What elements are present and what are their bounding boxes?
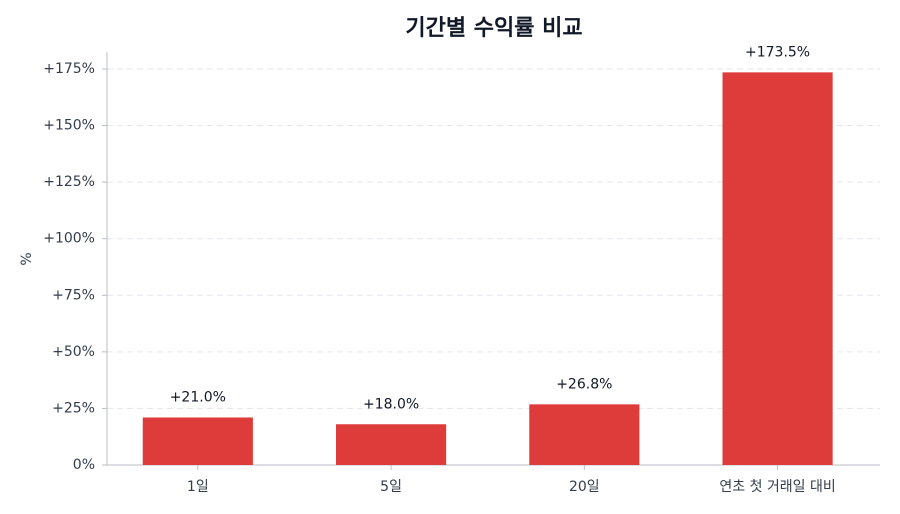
y-tick-label: +175% xyxy=(43,61,95,77)
value-label: +173.5% xyxy=(745,44,810,60)
bar xyxy=(336,424,447,465)
y-tick-label: +50% xyxy=(52,344,95,360)
x-tick-label: 1일 xyxy=(187,479,209,495)
chart-title: 기간별 수익률 비교 xyxy=(405,16,582,41)
x-tick-label: 20일 xyxy=(569,479,600,495)
value-label: +26.8% xyxy=(556,376,612,392)
x-tick-label: 5일 xyxy=(380,479,402,495)
x-tick-label: 연초 첫 거래일 대비 xyxy=(719,479,835,495)
y-tick-label: +100% xyxy=(43,231,95,247)
y-tick-label: +25% xyxy=(52,400,95,416)
value-label: +18.0% xyxy=(363,396,419,412)
bar xyxy=(529,404,640,465)
bar xyxy=(722,72,833,465)
bar xyxy=(142,417,253,465)
y-tick-label: +75% xyxy=(52,287,95,303)
y-tick-label: 0% xyxy=(73,457,95,473)
value-label: +21.0% xyxy=(170,389,226,405)
y-tick-label: +150% xyxy=(43,118,95,134)
y-tick-label: +125% xyxy=(43,174,95,190)
y-axis-label: % xyxy=(19,252,35,265)
